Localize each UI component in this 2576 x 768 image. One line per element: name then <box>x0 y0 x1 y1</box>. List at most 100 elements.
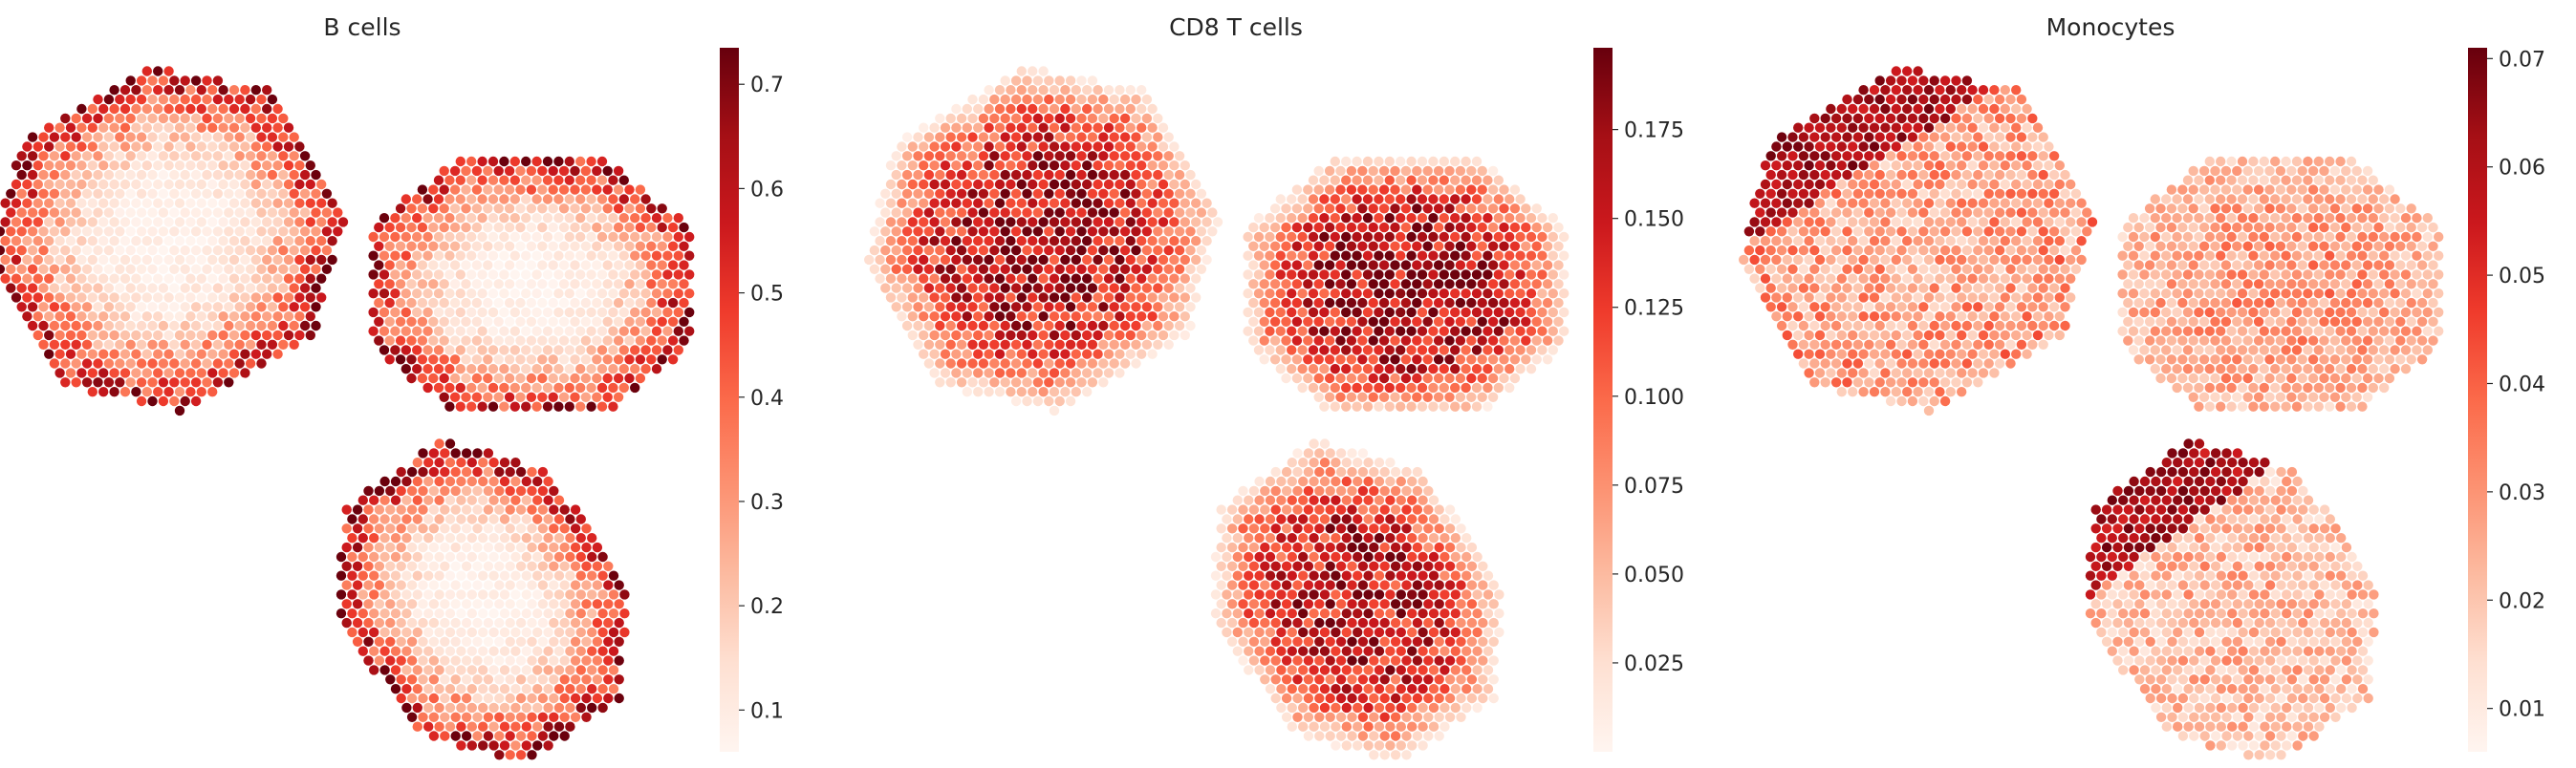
spot <box>1542 260 1553 270</box>
spot <box>1488 674 1499 685</box>
spot <box>347 551 357 563</box>
spot <box>406 561 418 571</box>
spot <box>1814 236 1826 246</box>
spot <box>1082 273 1093 284</box>
spot <box>1504 382 1515 394</box>
spot <box>1369 466 1379 478</box>
spot <box>1418 702 1428 714</box>
spot <box>1483 665 1494 675</box>
spot <box>558 260 570 270</box>
spot <box>527 636 537 647</box>
spot <box>1400 354 1412 365</box>
spot <box>1325 485 1335 497</box>
spot <box>1169 160 1180 171</box>
spot <box>1065 188 1076 199</box>
spot <box>16 151 27 161</box>
spot <box>289 302 299 312</box>
spot <box>994 311 1006 322</box>
spot <box>1548 269 1559 280</box>
spot <box>180 207 190 218</box>
spot <box>1353 740 1363 751</box>
spot <box>624 260 635 270</box>
spot <box>311 245 321 256</box>
spot <box>1000 169 1010 181</box>
spot <box>1439 401 1450 412</box>
spot <box>1487 260 1499 270</box>
spot <box>103 113 115 124</box>
spot <box>1313 203 1324 214</box>
spot <box>1477 279 1487 289</box>
spot <box>1433 316 1444 327</box>
spot <box>1739 254 1749 266</box>
spot <box>1531 203 1542 214</box>
spot <box>1907 169 1918 181</box>
spot <box>240 103 250 115</box>
spot <box>374 617 385 629</box>
spot <box>1071 254 1082 266</box>
spot <box>1065 226 1076 237</box>
spot <box>1115 311 1125 322</box>
spot <box>542 156 553 167</box>
spot <box>559 561 570 571</box>
spot <box>1325 542 1335 553</box>
panel-cd8-t-cells: CD8 T cells 0.0250.0500.0750.1000.1250.1… <box>864 13 1684 760</box>
spot <box>1531 222 1542 233</box>
spot <box>1542 222 1553 233</box>
spot <box>1298 684 1309 694</box>
spot <box>1180 217 1191 227</box>
spot <box>1418 476 1428 487</box>
spot <box>423 514 434 524</box>
spot <box>1260 542 1270 553</box>
spot <box>978 358 989 369</box>
spot <box>885 273 897 284</box>
spot <box>1836 122 1848 133</box>
spot <box>1509 316 1521 327</box>
spot <box>510 458 521 468</box>
spot <box>158 320 169 331</box>
spot <box>2032 236 2044 246</box>
spot <box>1357 392 1368 402</box>
spot <box>1298 514 1309 524</box>
spot <box>602 354 613 365</box>
spot <box>575 326 586 336</box>
spot <box>477 288 487 299</box>
spot <box>1006 103 1016 115</box>
spot <box>87 217 98 227</box>
spot <box>2022 103 2032 115</box>
spot <box>1396 476 1407 487</box>
spot <box>1325 655 1335 666</box>
spot <box>169 358 180 369</box>
spot <box>673 250 683 261</box>
spot <box>1362 364 1374 374</box>
spot <box>1319 589 1331 600</box>
spot <box>1180 311 1191 322</box>
spot <box>1291 184 1303 195</box>
spot <box>224 377 234 388</box>
spot <box>1896 169 1907 181</box>
spot <box>565 646 575 656</box>
spot <box>1109 207 1119 218</box>
spot <box>1314 561 1325 571</box>
spot <box>461 392 471 402</box>
spot <box>461 279 471 289</box>
spot <box>1852 132 1864 142</box>
spot <box>1303 485 1314 497</box>
spot <box>897 254 907 266</box>
spot <box>984 198 994 208</box>
spot <box>1848 236 1858 246</box>
spot <box>1071 368 1082 378</box>
spot <box>1907 75 1918 86</box>
spot <box>542 175 553 185</box>
spot <box>989 264 1000 274</box>
spot <box>1864 188 1874 199</box>
spot <box>1032 113 1044 124</box>
spot <box>357 646 368 656</box>
spot <box>1384 269 1396 280</box>
spot <box>2038 226 2048 237</box>
spot <box>224 245 234 256</box>
spot <box>2032 179 2044 190</box>
spot <box>406 693 418 704</box>
spot <box>1478 561 1488 571</box>
spot <box>262 236 272 246</box>
spot <box>1109 339 1119 350</box>
